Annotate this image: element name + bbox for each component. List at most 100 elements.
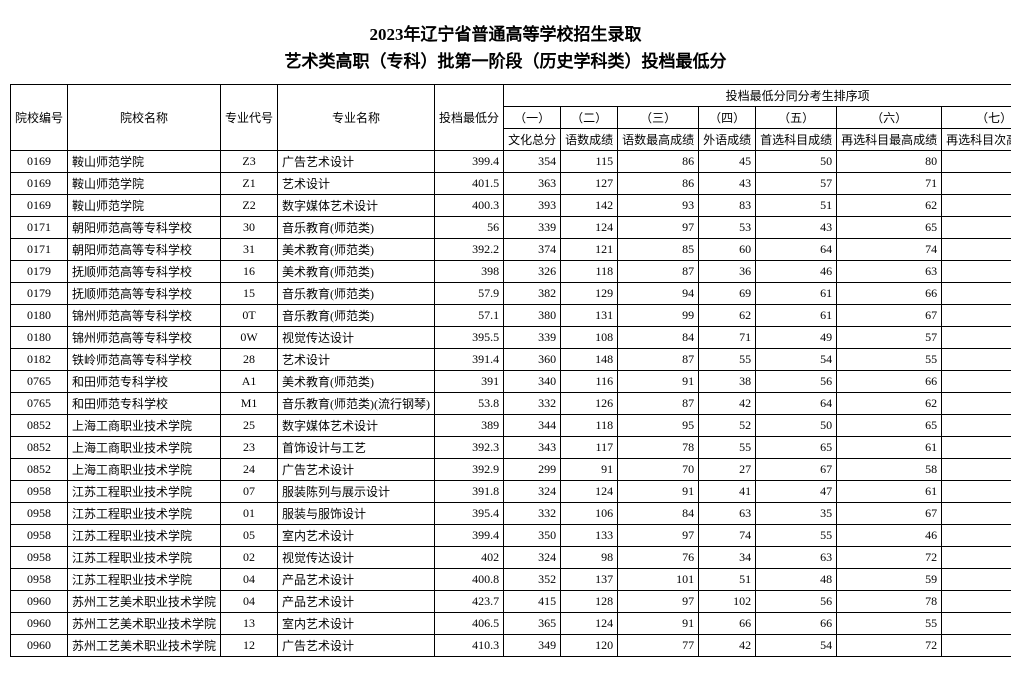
cell: 室内艺术设计 [278,613,435,635]
cell: 0180 [11,327,68,349]
cell: 抚顺师范高等专科学校 [68,283,221,305]
header-rank-col: （六） [837,107,942,129]
cell: 56 [435,217,504,239]
cell: 142 [561,195,618,217]
cell: 61 [837,437,942,459]
cell: 133 [561,525,618,547]
admission-table: 院校编号 院校名称 专业代号 专业名称 投档最低分 投档最低分同分考生排序项 （… [10,84,1011,657]
cell: 0171 [11,239,68,261]
cell: 43 [756,217,837,239]
cell: 87 [618,349,699,371]
cell: 399.4 [435,151,504,173]
cell: 美术教育(师范类) [278,239,435,261]
cell: 74 [837,239,942,261]
cell: 406.5 [435,613,504,635]
cell: 392.2 [435,239,504,261]
cell: 55 [699,437,756,459]
cell: 56 [942,459,1011,481]
cell: A1 [221,371,278,393]
cell: 343 [504,437,561,459]
table-row: 0180锦州师范高等专科学校0W视觉传达设计395.53391088471495… [11,327,1011,349]
header-rank-sub: 外语成绩 [699,129,756,151]
cell: Z1 [221,173,278,195]
cell: 上海工商职业技术学院 [68,415,221,437]
cell: 344 [504,415,561,437]
cell: 395.5 [435,327,504,349]
cell: 62 [699,305,756,327]
cell: Z2 [221,195,278,217]
cell: 0960 [11,591,68,613]
cell: 55 [837,613,942,635]
cell: 55 [699,349,756,371]
cell: 38 [942,393,1011,415]
cell: 85 [618,239,699,261]
cell: 97 [618,525,699,547]
cell: 391 [435,371,504,393]
cell: 391.4 [435,349,504,371]
table-row: 0182铁岭师范高等专科学校28艺术设计391.4360148875554554… [11,349,1011,371]
cell: 0958 [11,569,68,591]
cell: 0958 [11,525,68,547]
cell: 97 [618,591,699,613]
cell: Z3 [221,151,278,173]
cell: 65 [837,415,942,437]
header-rank-sub: 再选科目次高成绩 [942,129,1011,151]
cell: 117 [561,437,618,459]
header-rank-sub: 文化总分 [504,129,561,151]
cell: 423.7 [435,591,504,613]
cell: 57 [756,173,837,195]
cell: 74 [699,525,756,547]
cell: 108 [561,327,618,349]
cell: 56 [756,371,837,393]
cell: 42 [699,393,756,415]
cell: 鞍山师范学院 [68,173,221,195]
table-row: 0960苏州工艺美术职业技术学院04产品艺术设计423.741512897102… [11,591,1011,613]
cell: 48 [942,349,1011,371]
cell: 0958 [11,547,68,569]
cell: 0169 [11,195,68,217]
cell: 57 [942,283,1011,305]
cell: 江苏工程职业技术学院 [68,569,221,591]
table-row: 0958江苏工程职业技术学院05室内艺术设计399.43501339774554… [11,525,1011,547]
cell: 61 [942,503,1011,525]
cell: 127 [561,173,618,195]
cell: 50 [756,415,837,437]
cell: 锦州师范高等专科学校 [68,305,221,327]
cell: 02 [221,547,278,569]
cell: 28 [221,349,278,371]
title-line1: 2023年辽宁省普通高等学校招生录取 [10,20,1001,45]
cell: 339 [504,327,561,349]
cell: 27 [699,459,756,481]
cell: 0171 [11,217,68,239]
table-row: 0852上海工商职业技术学院24广告艺术设计392.92999170276758… [11,459,1011,481]
cell: 0960 [11,613,68,635]
cell: 124 [561,217,618,239]
cell: 锦州师范高等专科学校 [68,327,221,349]
cell: 380 [504,305,561,327]
table-row: 0180锦州师范高等专科学校0T音乐教育(师范类)57.138013199626… [11,305,1011,327]
header-rank-group: 投档最低分同分考生排序项 [504,85,1011,107]
cell: 04 [221,591,278,613]
cell: 382 [504,283,561,305]
cell: 72 [837,635,942,657]
cell: 42 [699,635,756,657]
cell: 363 [504,173,561,195]
cell: 艺术设计 [278,173,435,195]
cell: 50 [756,151,837,173]
cell: 131 [561,305,618,327]
cell: 55 [837,349,942,371]
cell: 70 [618,459,699,481]
cell: 54 [756,349,837,371]
cell: 57 [942,547,1011,569]
cell: 49 [756,327,837,349]
cell: 340 [504,371,561,393]
cell: 91 [618,481,699,503]
cell: 34 [699,547,756,569]
cell: 72 [837,547,942,569]
cell: 服装与服饰设计 [278,503,435,525]
cell: 53 [699,217,756,239]
cell: 美术教育(师范类) [278,371,435,393]
header-rank-sub: 再选科目最高成绩 [837,129,942,151]
cell: 398 [435,261,504,283]
cell: 01 [221,503,278,525]
